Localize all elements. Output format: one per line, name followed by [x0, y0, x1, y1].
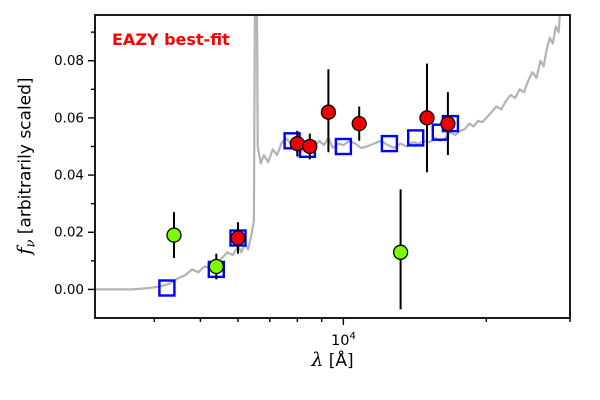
annotation-eazy-best-fit: EAZY best-fit — [112, 30, 230, 49]
observed-point-green — [166, 227, 182, 243]
model-photometry-square — [334, 137, 353, 156]
y-axis-label: fν [arbitrarily scaled] — [14, 77, 39, 254]
axis-ticks — [88, 31, 571, 325]
observed-point-green — [208, 258, 224, 275]
y-axis-label-subscript: ν — [23, 239, 39, 248]
y-tick-label: 0.08 — [54, 53, 84, 69]
x-axis-label-symbol: λ — [311, 349, 324, 371]
model-photometry-square — [407, 129, 425, 147]
y-tick-label: 0.02 — [54, 225, 84, 241]
x-tick-label: 104 — [331, 331, 356, 349]
observed-point-red — [230, 230, 246, 246]
y-axis-label-rest: [arbitrarily scaled] — [15, 77, 36, 240]
y-axis-label-symbol: f — [13, 247, 36, 255]
observed-point-red — [289, 135, 305, 152]
y-tick-label: 0.06 — [54, 110, 84, 126]
y-tick-label: 0.00 — [54, 282, 84, 298]
x-axis-label: λ [Å] — [95, 349, 570, 371]
observed-point-red — [351, 115, 367, 132]
observed-point-red — [440, 115, 456, 132]
observed-point-red — [320, 104, 337, 120]
observed-point-red — [302, 138, 318, 155]
model-spectrum-line — [95, 15, 561, 291]
model-photometry-square — [158, 279, 176, 297]
x-axis-label-rest: [Å] — [323, 351, 354, 371]
model-photometry-square — [380, 134, 399, 153]
observed-point-green — [392, 244, 409, 260]
y-tick-label: 0.04 — [54, 168, 84, 184]
axes-frame — [94, 14, 571, 319]
observed-point-red — [419, 110, 435, 126]
plot-area — [95, 15, 561, 310]
